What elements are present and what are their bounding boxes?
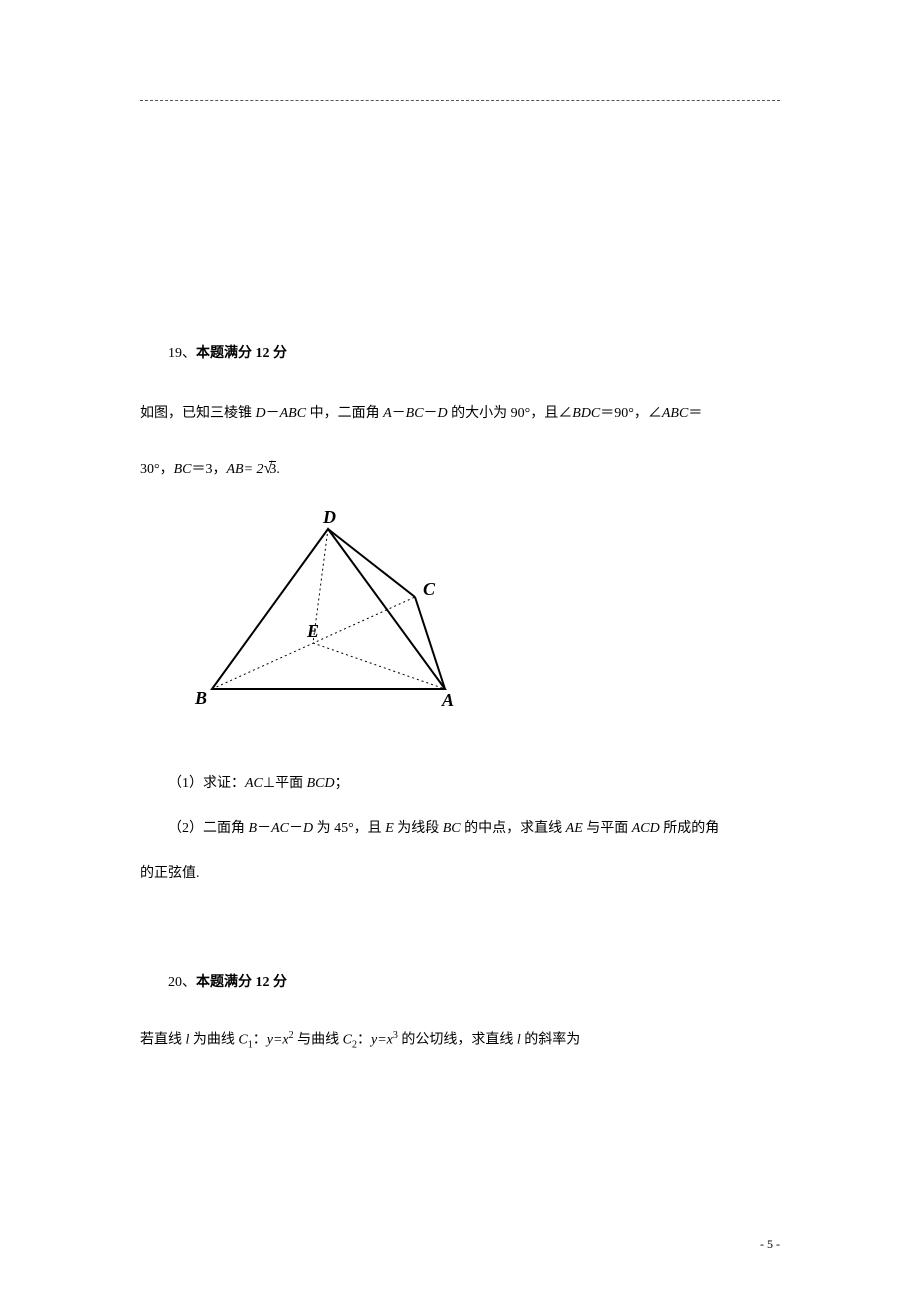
- sub2-e: E: [385, 821, 394, 836]
- problem-19-conditions: 30°， BC＝3， AB = 2√3.: [140, 449, 780, 489]
- sub2-line2: 的正弦值.: [140, 866, 200, 881]
- text-mid1: 中，二面角: [306, 406, 383, 421]
- p20-pre: 若直线: [140, 1032, 186, 1047]
- problem-19: 19、本题满分 12 分 如图，已知三棱锥 D－ABC 中，二面角 A－BC－D…: [140, 341, 780, 890]
- edge-ca: [415, 597, 445, 689]
- sub2-bc: BC: [443, 821, 461, 836]
- edge-ea-hidden: [313, 643, 445, 689]
- tetrahedron-svg: D C E B A: [180, 509, 500, 724]
- p20-colon1: ：: [253, 1032, 267, 1047]
- problem-19-header: 19、本题满分 12 分: [140, 341, 780, 366]
- p20-mid1: 为曲线: [189, 1032, 238, 1047]
- sqrt-expr: √3: [264, 449, 277, 489]
- label-b: B: [194, 688, 207, 708]
- page-divider: [140, 100, 780, 101]
- sub1-num: （1）: [168, 776, 203, 791]
- p20-end: 的斜率为: [521, 1032, 581, 1047]
- eq90: ＝90°，∠: [600, 406, 662, 421]
- var-bdc: BDC: [572, 406, 600, 421]
- sub2-ac: AC: [271, 821, 289, 836]
- eq-sign: ＝: [688, 406, 702, 421]
- var-d2: D: [438, 406, 448, 421]
- var-bc: BC: [406, 406, 424, 421]
- page-number: - 5 -: [760, 1237, 780, 1252]
- sqrt-val: 3: [269, 461, 276, 477]
- ab-expression: AB = 2√3.: [227, 449, 280, 489]
- outer-triangle: [212, 529, 445, 689]
- sub2-mid3: 的中点，求直线: [461, 821, 566, 836]
- dash-2: －: [392, 406, 406, 421]
- p20-mid2: 与曲线: [294, 1032, 343, 1047]
- var-a: A: [383, 406, 392, 421]
- problem-20-number: 20、: [168, 975, 196, 990]
- text-intro: 如图，已知三棱锥: [140, 406, 256, 421]
- bc-val: ＝3，: [192, 452, 227, 487]
- sub2-b: B: [249, 821, 258, 836]
- sub2-pre: 二面角: [203, 821, 249, 836]
- sub2-d: D: [303, 821, 313, 836]
- problem-20-header: 20、本题满分 12 分: [140, 970, 780, 995]
- sub1-ac: AC: [245, 776, 263, 791]
- problem-19-number: 19、: [168, 346, 196, 361]
- p20-c1: C: [238, 1032, 247, 1047]
- label-d: D: [322, 509, 336, 527]
- sub1-perp: ⊥平面: [263, 776, 307, 791]
- text-mid2: 的大小为 90°，且∠: [448, 406, 573, 421]
- problem-20: 20、本题满分 12 分 若直线 l 为曲线 C1：y=x2 与曲线 C2：y=…: [140, 970, 780, 1057]
- sub1-bcd: BCD: [307, 776, 335, 791]
- problem-19-points: 本题满分 12 分: [196, 346, 287, 361]
- sub-problem-2-line2: 的正弦值.: [140, 859, 780, 890]
- p20-eq2: =: [377, 1032, 386, 1047]
- var-abc: ABC: [280, 406, 306, 421]
- label-c: C: [423, 579, 436, 599]
- cond-30: 30°，: [140, 452, 174, 487]
- p20-eq1: =: [273, 1032, 282, 1047]
- var-abc2: ABC: [662, 406, 688, 421]
- sub1-pre: 求证：: [203, 776, 245, 791]
- problem-20-points: 本题满分 12 分: [196, 975, 287, 990]
- var-bc2: BC: [174, 452, 192, 487]
- label-e: E: [306, 621, 319, 641]
- dash-4: －: [257, 821, 271, 836]
- dash-3: －: [424, 406, 438, 421]
- var-ab: AB: [227, 452, 244, 487]
- sub-problem-1: （1）求证：AC⊥平面 BCD；: [140, 769, 780, 800]
- ab-eq: = 2: [244, 452, 264, 487]
- sub2-mid: 为 45°，且: [313, 821, 385, 836]
- sub2-num: （2）: [168, 821, 203, 836]
- sub2-ae: AE: [566, 821, 583, 836]
- p20-colon2: ：: [357, 1032, 371, 1047]
- problem-19-statement: 如图，已知三棱锥 D－ABC 中，二面角 A－BC－D 的大小为 90°，且∠B…: [140, 396, 780, 431]
- p20-mid3: 的公切线，求直线: [398, 1032, 517, 1047]
- p20-c2: C: [343, 1032, 352, 1047]
- figure-tetrahedron: D C E B A: [180, 509, 780, 729]
- sub-problem-2: （2）二面角 B－AC－D 为 45°，且 E 为线段 BC 的中点，求直线 A…: [140, 814, 780, 845]
- label-a: A: [441, 690, 454, 710]
- sub2-mid4: 与平面: [583, 821, 632, 836]
- sub2-acd: ACD: [632, 821, 660, 836]
- sub1-semi: ；: [335, 776, 349, 791]
- dash-5: －: [289, 821, 303, 836]
- var-d: D: [256, 406, 266, 421]
- sub2-mid2: 为线段: [394, 821, 443, 836]
- dash-1: －: [266, 406, 280, 421]
- sub2-end: 所成的角: [660, 821, 720, 836]
- period: .: [276, 452, 280, 487]
- problem-20-statement: 若直线 l 为曲线 C1：y=x2 与曲线 C2：y=x3 的公切线，求直线 l…: [140, 1025, 780, 1056]
